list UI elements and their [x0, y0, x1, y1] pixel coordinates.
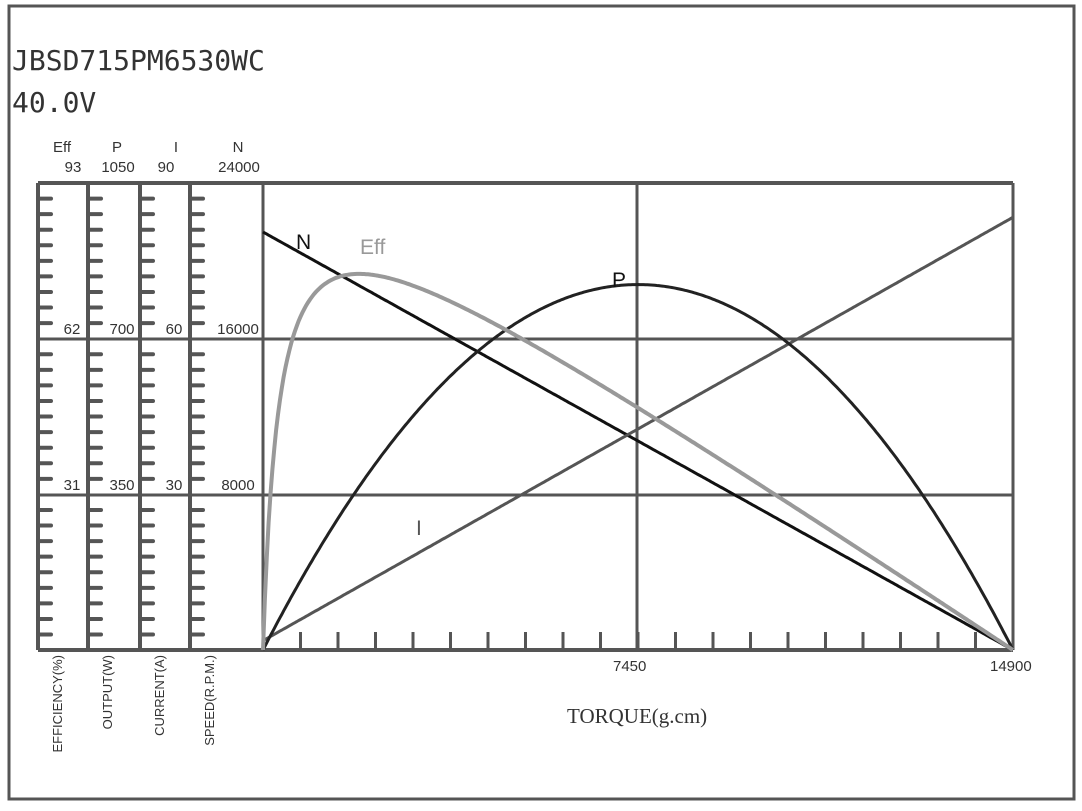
scale-axis-label: CURRENT(A) [152, 655, 167, 736]
scale-tick-label: 62 [64, 321, 81, 338]
x-axis-label: TORQUE(g.cm) [567, 704, 707, 728]
x-tick-label: 7450 [613, 658, 646, 675]
curves [261, 215, 1015, 652]
scale-tick-label: 16000 [217, 321, 259, 338]
series-label-i: I [416, 517, 422, 540]
scale-tick-label: 700 [109, 321, 134, 338]
curve-p [261, 282, 1015, 651]
scale-tick-label: 8000 [221, 477, 254, 494]
curve-eff [261, 271, 1015, 652]
curve-n [262, 230, 1014, 652]
series-label-p: P [612, 269, 626, 292]
scale-tick-label: 31 [64, 477, 81, 494]
model-title: JBSD715PM6530WC [12, 44, 265, 77]
series-label-eff: Eff [360, 236, 385, 259]
grid [38, 181, 1015, 652]
series-label-n: N [296, 231, 311, 254]
scale-tick-label: 350 [109, 477, 134, 494]
outer-border [7, 4, 1076, 801]
scale-name-eff: Eff [53, 139, 72, 156]
scale-name-n: N [233, 139, 244, 156]
scale-tick-label: 24000 [218, 159, 260, 176]
voltage-label: 40.0V [12, 86, 96, 119]
scale-name-i: I [174, 139, 178, 156]
left-scales: Eff 93 62 31 EFFICIENCY(%) P 1050 700 350 OUTPUT(… [36, 139, 260, 753]
scale-name-p: P [112, 139, 122, 156]
scale-axis-label: EFFICIENCY(%) [50, 655, 65, 753]
scale-axis-label: OUTPUT(W) [100, 655, 115, 729]
scale-tick-label: 60 [166, 321, 183, 338]
scale-tick-label: 1050 [101, 159, 134, 176]
scale-tick-label: 30 [166, 477, 183, 494]
scale-tick-label: 90 [158, 159, 175, 176]
scale-axis-label: SPEED(R.P.M.) [202, 655, 217, 746]
x-tick-label: 14900 [990, 658, 1032, 675]
scale-tick-label: 93 [65, 159, 82, 176]
curve-i [262, 215, 1014, 642]
